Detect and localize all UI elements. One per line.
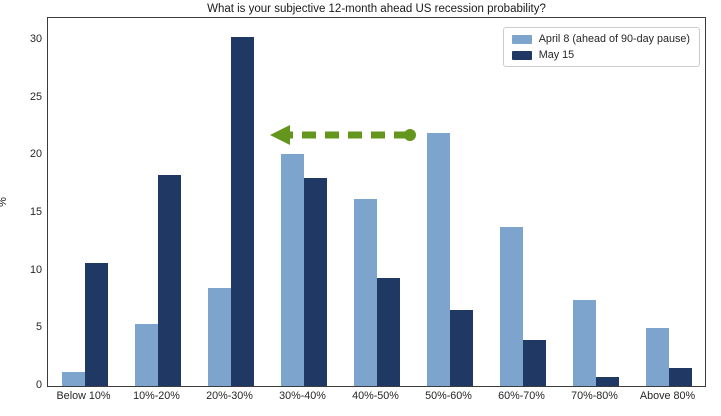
bar-april8-10%-20% xyxy=(134,323,158,386)
bar-may15-70%-80% xyxy=(595,376,619,386)
bar-april8-60%-70% xyxy=(499,226,523,386)
chart-title: What is your subjective 12-month ahead U… xyxy=(207,3,546,15)
x-tick-label-10%-20%: 10%-20% xyxy=(133,390,180,402)
x-tick-label-20%-30%: 20%-30% xyxy=(206,390,253,402)
bar-group-70%-80% xyxy=(559,299,632,386)
legend: April 8 (ahead of 90-day pause) May 15 xyxy=(502,27,700,67)
bar-may15-20%-30% xyxy=(230,36,254,386)
y-tick-label-15: 15 xyxy=(29,205,42,218)
bar-group-20%-30% xyxy=(194,36,267,386)
bar-group-60%-70% xyxy=(486,226,559,386)
bar-april8-20%-30% xyxy=(207,287,231,386)
y-tick-label-20: 20 xyxy=(29,148,42,161)
bar-april8-30%-40% xyxy=(280,154,304,386)
bar-april8-70%-80% xyxy=(572,299,596,386)
bar-group-Below 10% xyxy=(48,262,121,386)
legend-label-april: April 8 (ahead of 90-day pause) xyxy=(538,33,690,45)
x-tick-label-Above 80%: Above 80% xyxy=(639,390,696,402)
y-tick-label-25: 25 xyxy=(29,90,42,103)
legend-item-may: May 15 xyxy=(511,49,690,61)
bar-may15-50%-60% xyxy=(449,309,473,386)
y-tick-label-0: 0 xyxy=(35,379,42,391)
y-axis-label: % xyxy=(0,197,9,207)
bar-group-10%-20% xyxy=(121,174,194,386)
bar-group-30%-40% xyxy=(267,154,340,386)
y-tick-label-30: 30 xyxy=(29,32,42,45)
bar-april8-40%-50% xyxy=(353,199,377,386)
bar-april8-Above 80% xyxy=(645,328,669,386)
legend-label-may: May 15 xyxy=(538,49,575,61)
plot-area: April 8 (ahead of 90-day pause) May 15 xyxy=(47,17,706,387)
bar-may15-30%-40% xyxy=(303,178,327,386)
bar-april8-Below 10% xyxy=(61,372,85,386)
may-series-swatch-icon xyxy=(511,50,532,60)
bar-april8-50%-60% xyxy=(426,133,450,386)
x-tick-label-Below 10%: Below 10% xyxy=(56,390,111,402)
x-tick-label-40%-50%: 40%-50% xyxy=(352,390,399,402)
bar-may15-40%-50% xyxy=(376,277,400,386)
y-tick-label-10: 10 xyxy=(29,263,42,276)
april-series-swatch-icon xyxy=(511,34,532,44)
bar-group-50%-60% xyxy=(413,133,486,386)
bar-may15-Above 80% xyxy=(668,367,692,386)
legend-item-april: April 8 (ahead of 90-day pause) xyxy=(511,33,690,45)
x-tick-label-70%-80%: 70%-80% xyxy=(571,390,618,402)
bar-group-40%-50% xyxy=(340,199,413,386)
bar-may15-10%-20% xyxy=(157,174,181,386)
y-tick-label-5: 5 xyxy=(35,321,42,334)
bar-group-Above 80% xyxy=(632,328,705,386)
bar-may15-Below 10% xyxy=(84,262,108,386)
x-tick-label-30%-40%: 30%-40% xyxy=(279,390,326,402)
bar-may15-60%-70% xyxy=(522,339,546,386)
x-tick-label-60%-70%: 60%-70% xyxy=(498,390,545,402)
x-tick-label-50%-60%: 50%-60% xyxy=(425,390,472,402)
